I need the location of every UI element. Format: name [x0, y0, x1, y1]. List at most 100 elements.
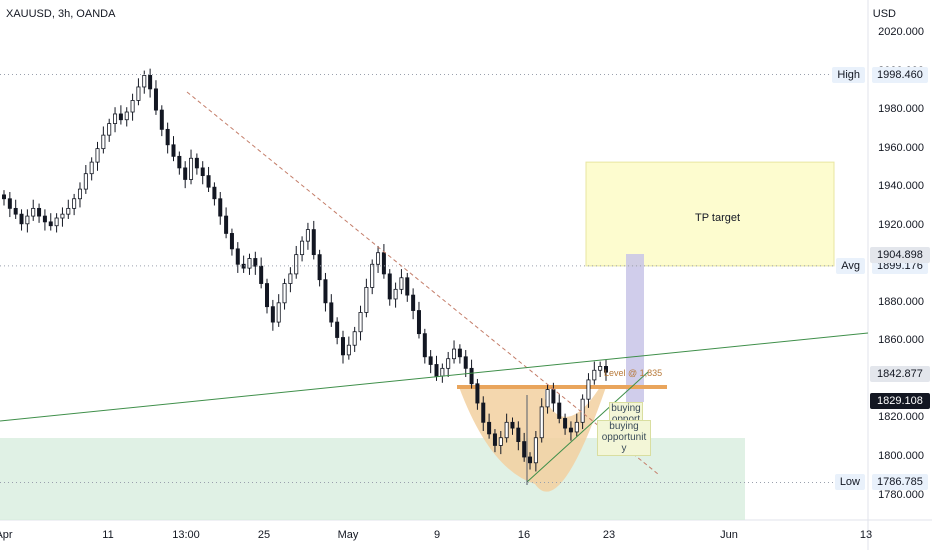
candle-body	[475, 383, 480, 404]
candle-body	[405, 277, 410, 296]
candle-body	[136, 86, 141, 101]
candle-body	[545, 389, 550, 408]
candle-body	[259, 265, 264, 284]
level-band	[457, 385, 667, 389]
symbol-title: XAUUSD, 3h, OANDA	[6, 8, 116, 20]
candle-body	[206, 175, 211, 188]
currency-label: USD	[872, 8, 896, 20]
time-tick-label: Apr	[0, 529, 13, 541]
level-price-high: 1998.460	[872, 66, 928, 83]
candle-body	[563, 418, 568, 429]
candle-body	[142, 75, 147, 88]
tp-target-label: TP target	[695, 212, 741, 225]
candle-body	[212, 186, 217, 200]
price-tick-label: 1780.000	[878, 488, 924, 501]
candle-body	[66, 207, 71, 215]
candle-body	[422, 333, 427, 358]
price-tick-label: 1860.000	[878, 334, 924, 347]
candle-body	[381, 252, 386, 275]
time-tick-label: Jun	[720, 529, 738, 541]
candle-body	[165, 128, 170, 146]
candle-body	[288, 273, 293, 284]
candle-body	[294, 254, 299, 275]
time-tick-label: 9	[433, 529, 441, 541]
downtrend-line	[186, 91, 659, 475]
candle-body	[557, 402, 562, 419]
candle-body	[440, 367, 445, 377]
candle-body	[48, 221, 53, 227]
level-name-low: Low	[834, 474, 865, 491]
tp-target-box	[585, 161, 835, 267]
candle-body	[568, 427, 573, 433]
candle-body	[592, 369, 597, 381]
candle-body	[107, 123, 112, 136]
candle-body	[118, 113, 123, 121]
candle-body	[101, 134, 106, 150]
candle-body	[370, 263, 375, 288]
level-name-high: High	[832, 66, 865, 83]
candle-body	[224, 215, 229, 234]
candle-body	[452, 348, 457, 360]
candle-body	[42, 215, 47, 223]
candle-body	[364, 286, 369, 313]
candle-body	[329, 302, 334, 323]
candle-body	[77, 188, 82, 200]
candle-body	[282, 283, 287, 304]
candle-body	[2, 194, 7, 200]
candle-body	[340, 337, 345, 356]
candle-body	[159, 109, 164, 130]
candle-body	[434, 364, 439, 377]
price-tick-label: 1960.000	[878, 141, 924, 154]
candle-body	[300, 240, 305, 256]
price-tick-label: 2020.000	[878, 26, 924, 38]
candle-body	[177, 155, 182, 169]
candle-body	[457, 348, 462, 358]
candle-body	[387, 273, 392, 300]
price-tick-label: 1920.000	[878, 218, 924, 231]
candle-body	[60, 213, 65, 219]
candle-body	[352, 331, 357, 346]
candle-body	[510, 421, 515, 429]
candle-body	[492, 433, 497, 446]
projection-bar	[626, 254, 644, 402]
candle-body	[469, 367, 474, 385]
candle-body	[598, 366, 603, 371]
price-axis-panel	[868, 0, 932, 550]
price-label: 1842.877	[870, 366, 930, 383]
candle-body	[276, 302, 281, 323]
candle-body	[113, 113, 118, 124]
candle-body	[346, 344, 351, 356]
candle-body	[399, 277, 404, 290]
candle-body	[411, 294, 416, 311]
time-tick-label: 23	[602, 529, 616, 541]
candle-body	[305, 229, 310, 242]
candle-body	[446, 358, 451, 369]
candle-body	[247, 258, 252, 269]
candle-body	[265, 283, 270, 308]
candle-body	[487, 421, 492, 435]
candle-body	[89, 161, 94, 175]
price-tick-label: 1820.000	[878, 411, 924, 424]
candle-body	[83, 173, 88, 190]
candle-body	[153, 88, 158, 111]
candle-body	[481, 402, 486, 423]
time-tick-label: 11	[102, 529, 114, 541]
candle-body	[358, 312, 363, 333]
candle-body	[533, 437, 538, 464]
time-tick-label: 25	[257, 529, 271, 541]
candle-body	[37, 207, 42, 217]
candle-body	[241, 263, 246, 269]
candle-body	[539, 406, 544, 439]
candle-body	[235, 248, 240, 265]
candle-body	[551, 389, 556, 404]
candle-body	[25, 215, 30, 225]
candle-body	[428, 356, 433, 365]
candle-body	[194, 157, 199, 169]
level-price-low: 1786.785	[872, 474, 928, 491]
cup-pattern	[459, 387, 606, 492]
level-name-avg: Avg	[836, 257, 865, 274]
candle-body	[376, 252, 381, 265]
time-tick-label: 13	[859, 529, 873, 541]
candle-body	[522, 441, 527, 458]
